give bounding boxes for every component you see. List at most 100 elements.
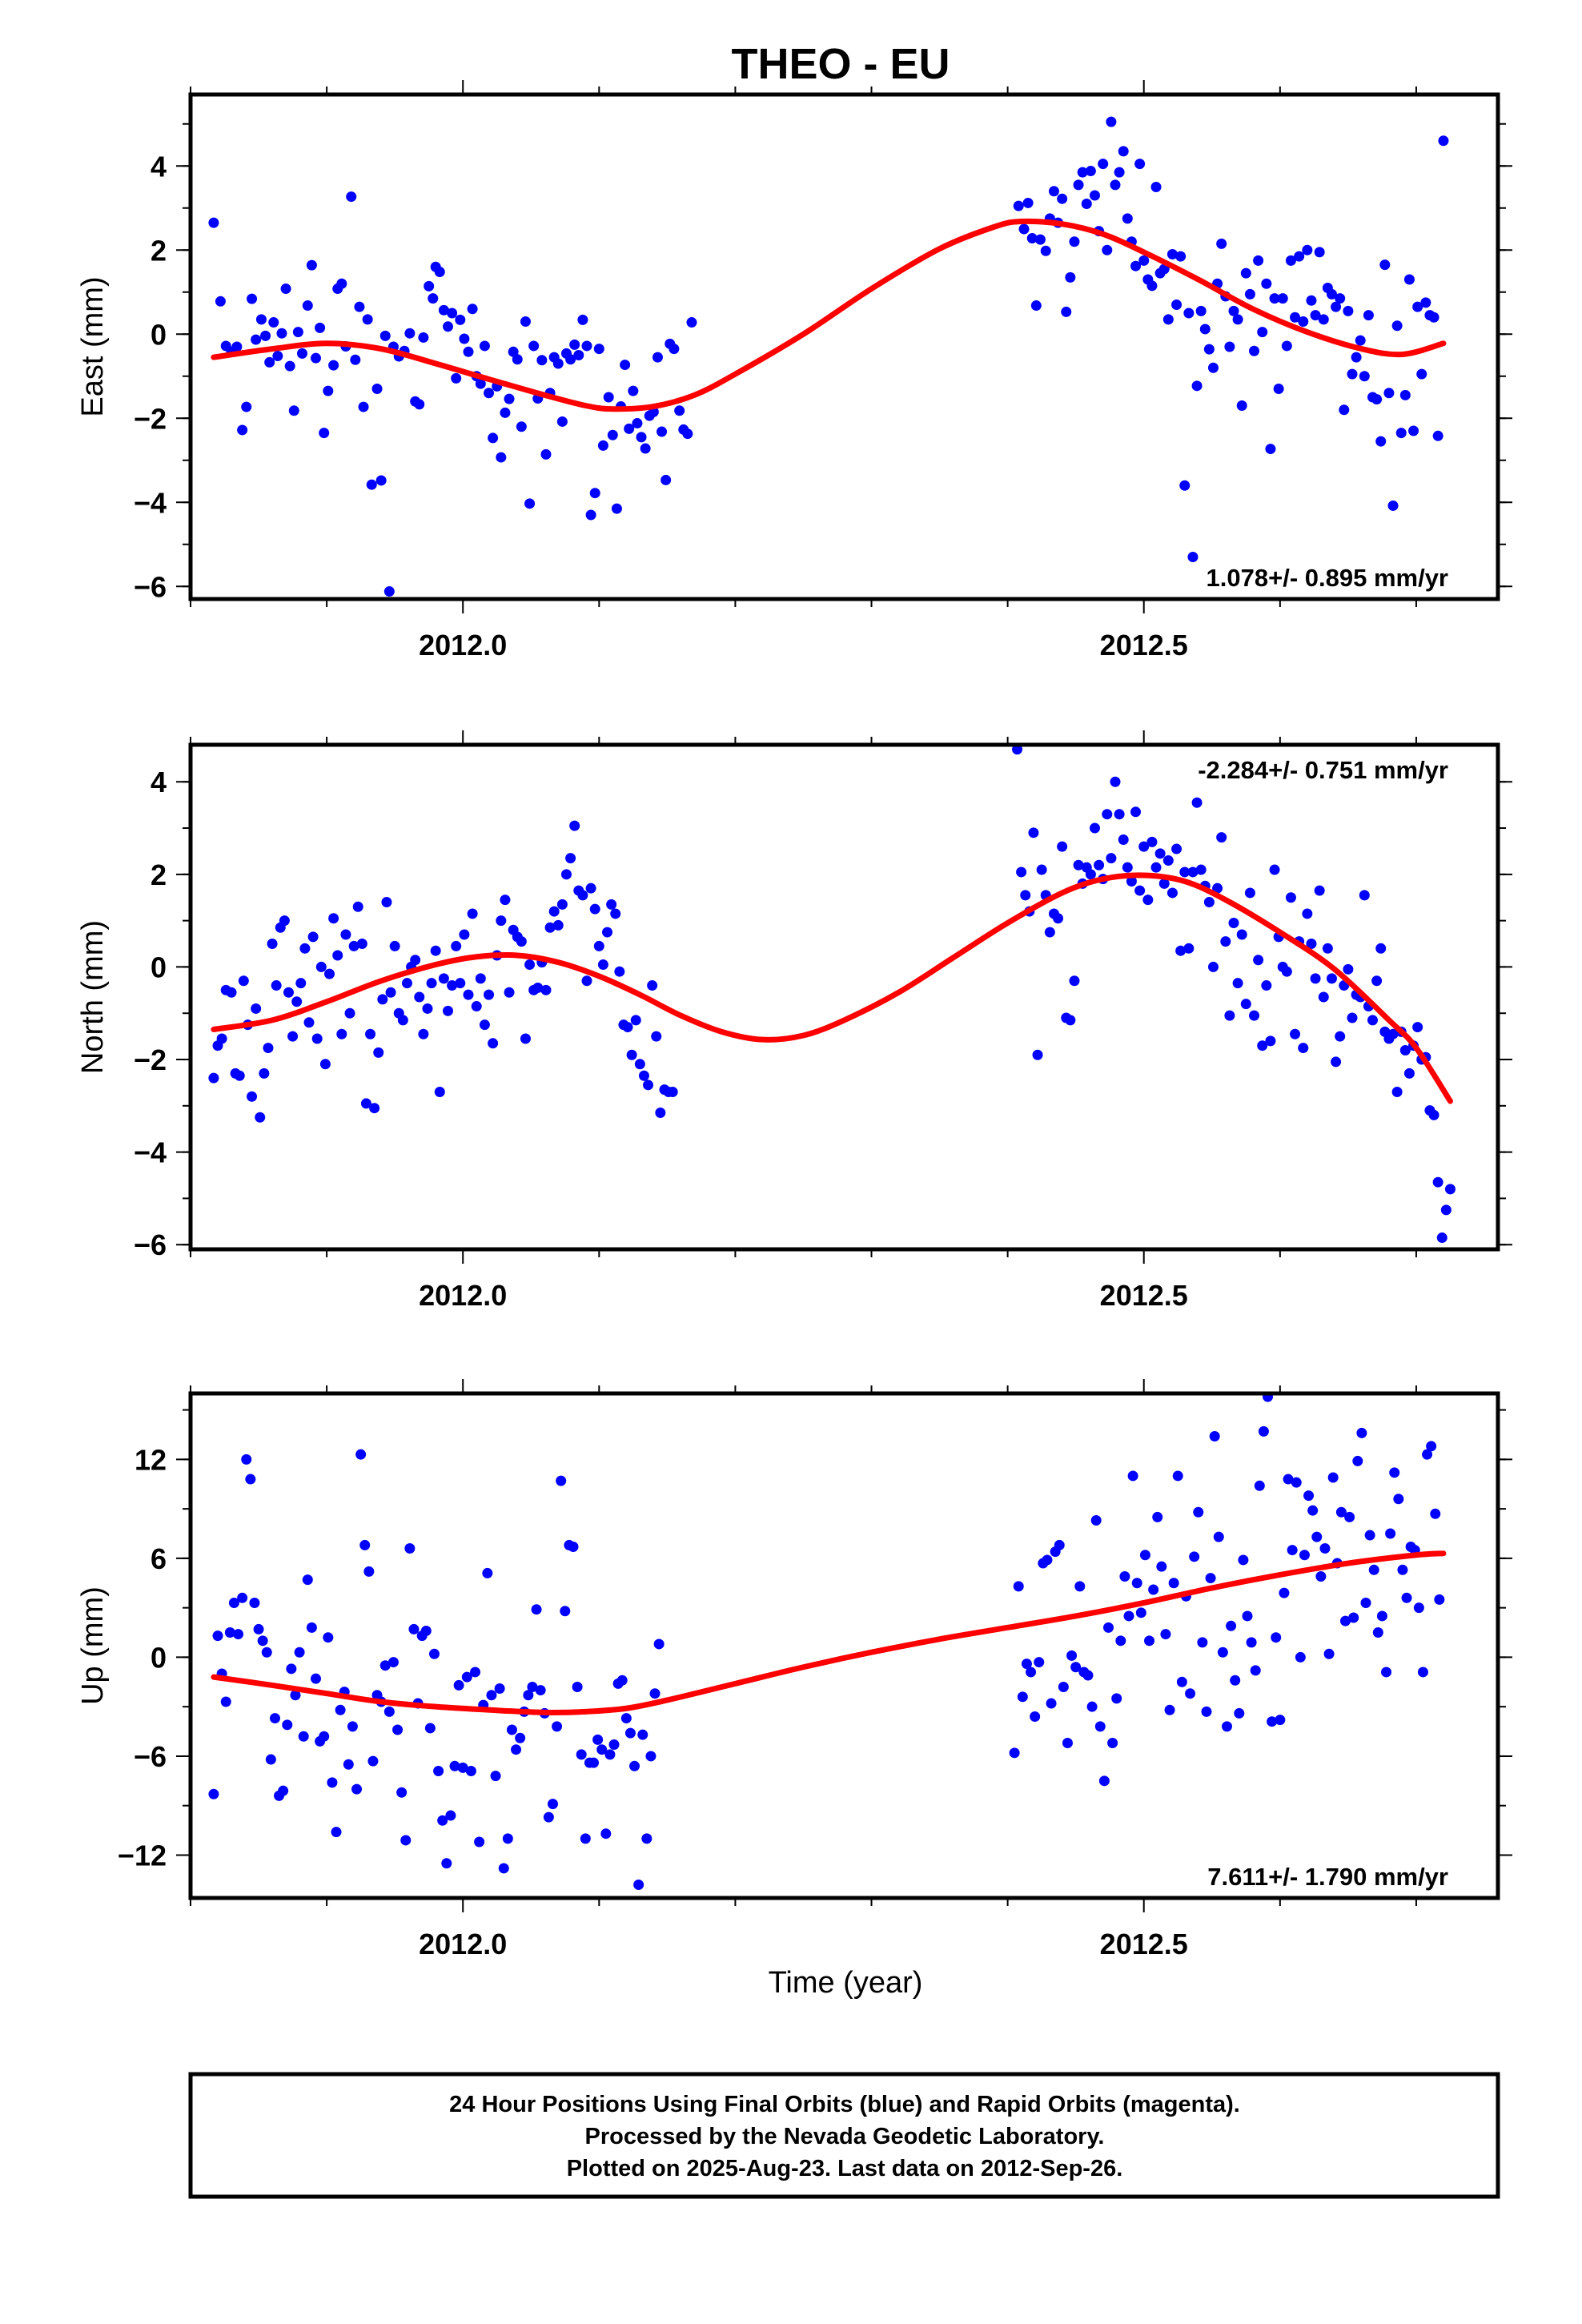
east-data-point — [1339, 404, 1350, 416]
north-data-point — [1187, 866, 1199, 878]
north-data-point — [369, 1103, 380, 1114]
up-data-point — [449, 1760, 460, 1771]
up-data-point — [1352, 1455, 1363, 1466]
east-data-point — [1138, 255, 1150, 266]
north-data-point — [565, 853, 576, 864]
east-data-point — [1395, 428, 1407, 439]
up-data-point — [1360, 1597, 1371, 1608]
east-data-point — [1048, 186, 1059, 197]
up-data-point — [1381, 1667, 1392, 1678]
up-data-point — [588, 1757, 600, 1768]
north-data-point — [647, 980, 658, 991]
east-data-point — [241, 401, 252, 412]
east-data-point — [463, 346, 474, 357]
north-data-point — [1020, 890, 1031, 901]
east-data-point — [434, 267, 445, 278]
up-data-point — [1417, 1667, 1428, 1678]
up-data-point — [1185, 1688, 1196, 1699]
north-data-point — [1142, 895, 1154, 906]
east-data-point — [1347, 368, 1358, 380]
east-data-point — [306, 259, 317, 271]
east-data-point — [366, 479, 377, 490]
east-data-point — [1150, 182, 1162, 192]
north-data-point — [1016, 866, 1027, 878]
up-data-point — [278, 1785, 289, 1796]
up-data-point — [1090, 1515, 1102, 1526]
up-data-point — [286, 1663, 297, 1675]
east-data-point — [540, 448, 552, 460]
east-data-point — [1371, 394, 1383, 405]
north-data-point — [1207, 961, 1219, 972]
east-data-point — [512, 354, 523, 365]
up-y-axis-label: Up (mm) — [76, 1586, 110, 1705]
north-data-point — [581, 975, 592, 987]
up-data-point — [653, 1638, 665, 1650]
north-data-point — [1249, 1010, 1260, 1021]
east-data-point — [1171, 300, 1182, 310]
up-data-point — [1176, 1676, 1187, 1687]
east-fit-curve — [211, 218, 1447, 412]
east-data-point — [296, 348, 307, 359]
up-x-tick-label: 2012.5 — [1100, 1928, 1188, 1960]
north-data-point — [1094, 859, 1105, 870]
north-data-point — [1179, 866, 1191, 878]
east-data-point — [611, 503, 622, 514]
up-data-point — [1356, 1427, 1367, 1438]
north-data-point — [471, 1001, 482, 1012]
north-data-point — [1162, 854, 1174, 866]
north-data-point — [216, 1033, 227, 1044]
up-data-point — [437, 1815, 448, 1826]
east-data-point — [624, 423, 635, 434]
north-data-point — [307, 931, 319, 943]
east-data-point — [1318, 314, 1329, 325]
up-data-point — [224, 1627, 235, 1638]
east-data-point — [669, 344, 680, 355]
up-plot-area — [208, 1393, 1447, 1891]
up-data-point — [1315, 1571, 1327, 1582]
east-data-point — [1326, 288, 1337, 300]
east-data-point — [1408, 425, 1419, 436]
east-data-point — [1026, 233, 1038, 244]
east-data-point — [1273, 384, 1284, 394]
north-data-point — [336, 1028, 347, 1039]
north-data-point — [430, 945, 441, 956]
east-data-point — [1034, 234, 1046, 245]
north-y-tick-label: −6 — [134, 1228, 167, 1261]
east-data-point — [447, 308, 458, 319]
east-data-point — [661, 474, 672, 485]
up-data-point — [1042, 1554, 1053, 1566]
up-data-point — [343, 1759, 354, 1770]
up-data-point — [424, 1723, 436, 1734]
north-data-point — [356, 939, 367, 950]
north-data-point — [638, 1070, 649, 1081]
up-data-point — [1131, 1578, 1142, 1589]
east-data-point — [620, 360, 631, 371]
north-data-point — [643, 1080, 654, 1091]
up-panel: 2012.0 2012.5 −12 −6 0 6 12 Up (mm) 7.611+/- 1.7… — [76, 1379, 1512, 1960]
up-y-tick-label: 0 — [151, 1641, 167, 1674]
north-data-point — [442, 1005, 453, 1016]
east-data-point — [674, 405, 685, 416]
up-data-point — [1339, 1615, 1351, 1626]
east-data-point — [488, 432, 499, 444]
east-data-point — [1022, 197, 1034, 208]
up-data-point — [302, 1574, 313, 1586]
north-data-point — [1326, 973, 1337, 984]
north-data-point — [332, 950, 343, 961]
east-data-point — [288, 405, 299, 416]
up-data-point — [1271, 1632, 1282, 1643]
up-data-point — [1385, 1528, 1396, 1539]
north-data-point — [1224, 1010, 1235, 1021]
east-y-axis-label: East (mm) — [76, 276, 110, 416]
up-data-point — [404, 1543, 416, 1554]
north-data-point — [1106, 853, 1117, 864]
north-data-point — [516, 936, 527, 947]
up-data-point — [1430, 1508, 1441, 1519]
up-data-point — [511, 1744, 522, 1755]
north-data-point — [451, 940, 462, 951]
east-y-tick-label: 0 — [151, 318, 167, 351]
east-data-point — [1216, 238, 1227, 249]
north-data-point — [377, 994, 388, 1005]
up-data-point — [552, 1721, 563, 1732]
east-data-point — [1416, 368, 1427, 380]
